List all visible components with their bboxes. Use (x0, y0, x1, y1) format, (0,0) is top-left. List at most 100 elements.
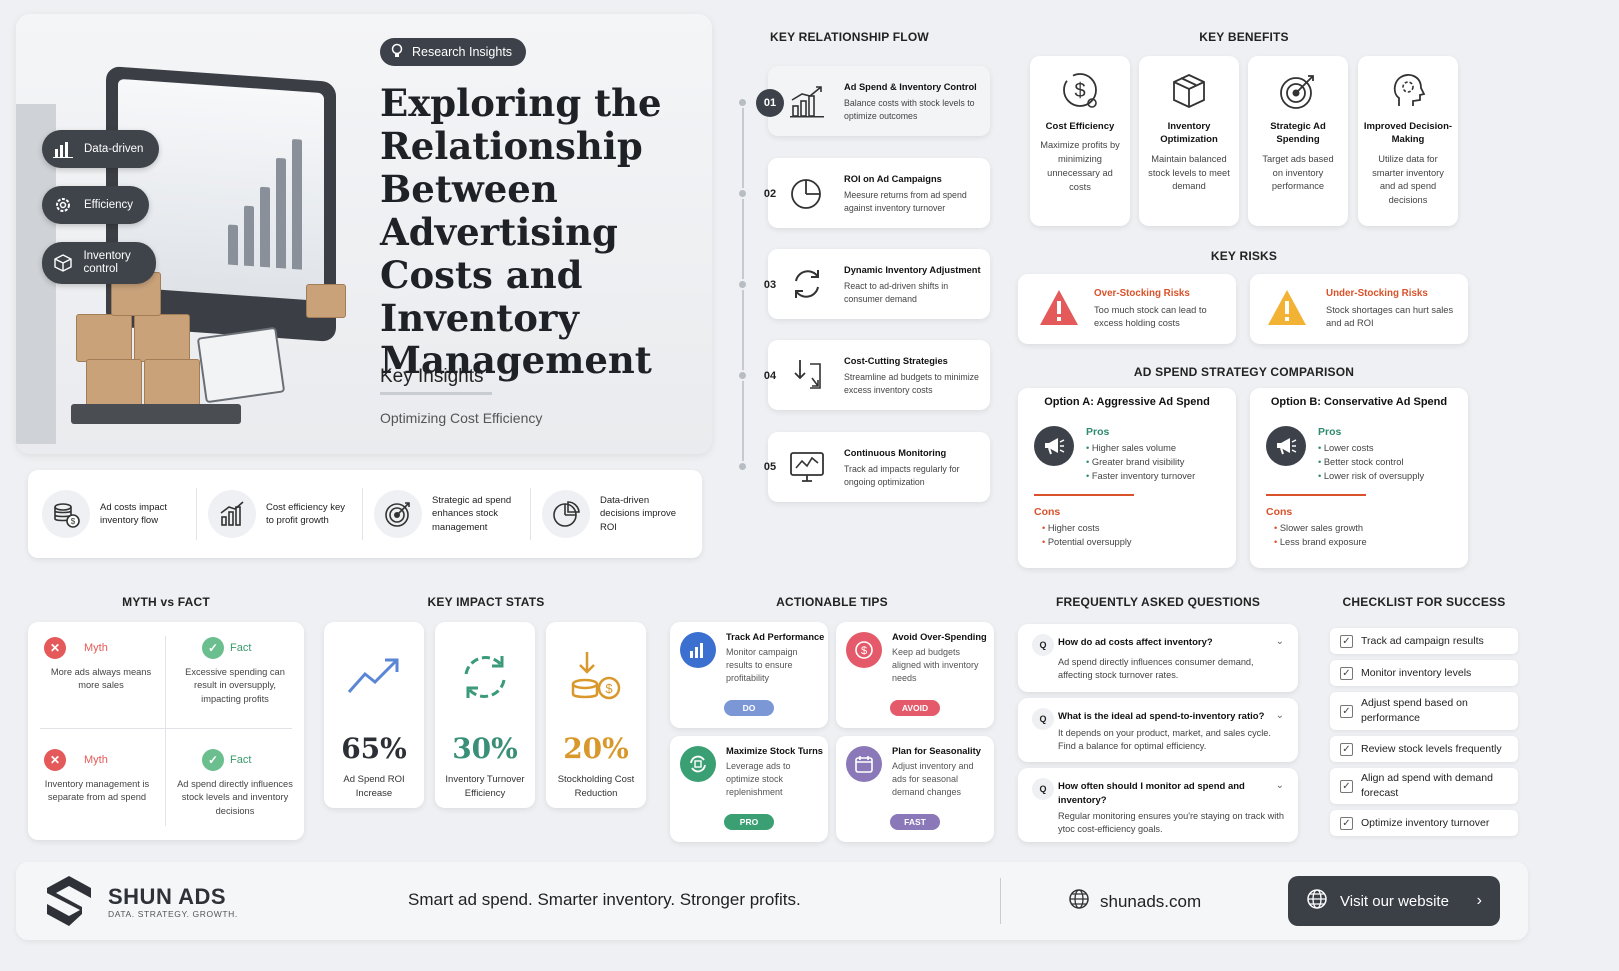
stat-card: 65% Ad Spend ROI Increase (324, 622, 424, 808)
tip-title: Maximize Stock Turns (726, 746, 823, 756)
flow-step-number: 01 (756, 89, 784, 117)
visit-website-button[interactable]: Visit our website › (1288, 876, 1500, 926)
bar-chart-icon (52, 138, 74, 160)
pill-efficiency: Efficiency (42, 186, 150, 224)
benefit-card: Inventory Optimization Maintain balanced… (1139, 56, 1239, 226)
pros-label: Pros (1086, 426, 1110, 438)
website-link[interactable]: shunads.com (1068, 888, 1201, 915)
checklist-item[interactable]: ✓ Track ad campaign results (1330, 628, 1518, 654)
megaphone-icon (1266, 426, 1306, 466)
checklist-item[interactable]: ✓ Align ad spend with demand forecast (1330, 768, 1518, 804)
research-insights-tag: Research Insights (380, 38, 527, 66)
footer-tagline: Smart ad spend. Smarter inventory. Stron… (408, 890, 801, 909)
faq-item[interactable]: Q What is the ideal ad spend-to-inventor… (1018, 698, 1298, 762)
checklist-item[interactable]: ✓ Monitor inventory levels (1330, 660, 1518, 686)
x-icon: ✕ (44, 749, 66, 771)
flow-step-number: 03 (763, 279, 777, 291)
checkbox-icon[interactable]: ✓ (1340, 666, 1353, 680)
box-icon (1168, 70, 1210, 112)
flow-step-desc: React to ad-driven shifts in consumer de… (844, 281, 949, 304)
benefit-card: $ Cost Efficiency Maximize profits by mi… (1030, 56, 1130, 226)
globe-icon (1068, 888, 1090, 915)
flow-step-title: Continuous Monitoring (844, 448, 947, 458)
fact-text: Ad spend directly influences stock level… (177, 779, 293, 816)
checkbox-icon[interactable]: ✓ (1340, 779, 1353, 793)
checklist-label: Adjust spend based on performance (1361, 697, 1468, 724)
faq-item[interactable]: Q How often should I monitor ad spend an… (1018, 768, 1298, 842)
flow-title: KEY RELATIONSHIP FLOW (770, 30, 929, 44)
flow-step-1: Ad Spend & Inventory Control Balance cos… (768, 66, 990, 136)
key-insights-heading: Key Insights (380, 366, 484, 387)
cons-label: Cons (1034, 506, 1061, 518)
flow-step-number: 05 (763, 461, 777, 473)
option-heading: Option B: Conservative Ad Spend (1270, 396, 1448, 408)
dollar-icon: $ (846, 632, 882, 668)
chevron-down-icon[interactable]: ⌄ (1275, 780, 1284, 791)
hero-subtitle: Optimizing Cost Efficiency (380, 410, 543, 426)
pie-chart-icon (788, 174, 826, 212)
strip-item: $ Ad costs impact inventory flow (42, 484, 202, 544)
divider (196, 488, 197, 540)
chevron-right-icon: › (1476, 892, 1482, 909)
box-illustration (144, 359, 200, 407)
flow-step-3: Dynamic Inventory Adjustment React to ad… (768, 249, 990, 319)
flow-step-5: Continuous Monitoring Track ad impacts r… (768, 432, 990, 502)
myth-text: More ads always means more sales (50, 667, 152, 691)
tip-card: Plan for Seasonality Adjust inventory an… (836, 736, 994, 842)
flow-dot (737, 188, 748, 199)
flow-step-title: ROI on Ad Campaigns (844, 174, 942, 184)
benefit-title: Strategic Ad Spending (1270, 121, 1326, 146)
pros-item: • Faster inventory turnover (1086, 470, 1196, 481)
benefit-desc: Target ads based on inventory performanc… (1262, 153, 1334, 192)
divider (165, 636, 166, 826)
tip-desc: Leverage ads to optimize stock replenish… (726, 761, 791, 798)
pallet-illustration (71, 404, 241, 424)
flow-step-desc: Balance costs with stock levels to optim… (844, 98, 975, 121)
flow-step-desc: Track ad impacts regularly for ongoing o… (844, 464, 960, 487)
divider (40, 728, 292, 729)
checklist-item[interactable]: ✓ Review stock levels frequently (1330, 736, 1518, 762)
tips-title: ACTIONABLE TIPS (776, 595, 888, 609)
box-illustration (86, 359, 142, 407)
chevron-down-icon[interactable]: ⌄ (1275, 636, 1284, 647)
checklist-item[interactable]: ✓ Optimize inventory turnover (1330, 810, 1518, 836)
brain-head-icon (1387, 70, 1429, 112)
myth-label: Myth (84, 754, 108, 766)
svg-text:$: $ (861, 645, 867, 657)
chevron-down-icon[interactable]: ⌄ (1275, 710, 1284, 721)
stat-card: 30% Inventory Turnover Efficiency (435, 622, 535, 808)
divider (1000, 878, 1001, 924)
cons-item: • Slower sales growth (1274, 523, 1364, 533)
flow-step-4: Cost-Cutting Strategies Streamline ad bu… (768, 340, 990, 410)
faq-item[interactable]: Q How do ad costs affect inventory? ⌄ Ad… (1018, 624, 1298, 692)
stat-label: Ad Spend ROI Increase (343, 774, 405, 799)
checkbox-icon[interactable]: ✓ (1340, 704, 1353, 718)
feature-strip: $ Ad costs impact inventory flow Cost ef… (28, 470, 702, 558)
tip-title: Plan for Seasonality (892, 746, 981, 756)
stats-title: KEY IMPACT STATS (427, 595, 545, 609)
stat-value: 65% (341, 732, 407, 765)
brand-name: SHUN ADS (108, 884, 227, 909)
checkbox-icon[interactable]: ✓ (1340, 816, 1353, 830)
pros-item: • Lower risk of oversupply (1318, 470, 1425, 481)
risk-card: Over-Stocking Risks Too much stock can l… (1018, 274, 1236, 344)
chart-icon (680, 632, 716, 668)
brand-logo-icon (44, 874, 94, 933)
tip-desc: Monitor campaign results to ensure profi… (726, 647, 798, 684)
website-label: shunads.com (1100, 891, 1202, 911)
checkbox-icon[interactable]: ✓ (1340, 634, 1353, 648)
x-icon: ✕ (44, 637, 66, 659)
pros-item: • Lower costs (1318, 443, 1374, 453)
tip-card: Track Ad Performance Monitor campaign re… (670, 622, 828, 728)
svg-text:$: $ (1074, 80, 1085, 102)
checklist-label: Review stock levels frequently (1361, 743, 1502, 755)
checkbox-icon[interactable]: ✓ (1340, 742, 1353, 756)
flow-dot (737, 370, 748, 381)
benefit-title: Cost Efficiency (1045, 121, 1115, 132)
tag-label: Research Insights (412, 45, 513, 59)
checklist-item[interactable]: ✓ Adjust spend based on performance (1330, 692, 1518, 730)
risk-title: Over-Stocking Risks (1094, 288, 1190, 299)
option-heading: Option A: Aggressive Ad Spend (1044, 396, 1210, 408)
hero-panel: Data-driven Efficiency Inventory control… (16, 14, 712, 454)
fact-label: Fact (230, 754, 252, 766)
